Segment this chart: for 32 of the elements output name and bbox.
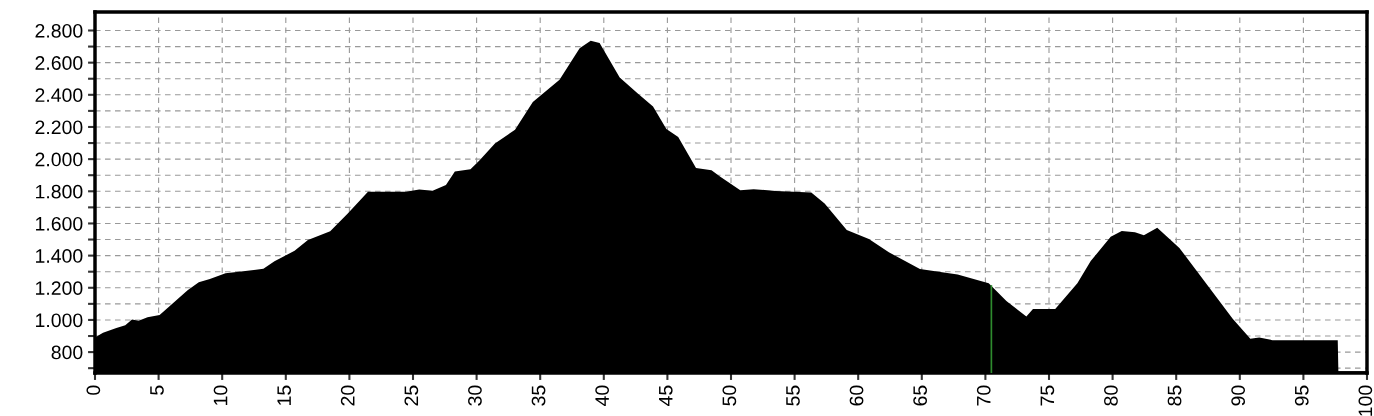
x-tick-label: 95 xyxy=(1294,385,1309,406)
y-tick-label: 2.800 xyxy=(35,23,83,38)
x-tick-label: 35 xyxy=(531,385,546,406)
x-tick-label: 55 xyxy=(786,385,800,406)
x-tick-label: 10 xyxy=(213,385,228,405)
x-tick-label: 30 xyxy=(468,385,482,406)
y-tick-label: 2.000 xyxy=(35,152,83,167)
y-tick-label: 2.200 xyxy=(35,120,83,135)
y-tick-label: 1.200 xyxy=(36,281,83,296)
x-tick-label: 100 xyxy=(1358,385,1373,416)
y-tick-label: 1.400 xyxy=(36,249,83,263)
x-tick-label: 20 xyxy=(340,385,355,406)
x-tick-label: 5 xyxy=(150,385,164,395)
y-tick-label: 2.600 xyxy=(35,56,83,70)
x-tick-label: 65 xyxy=(913,385,928,406)
y-tick-label: 1.800 xyxy=(36,184,83,199)
y-tick-label: 1.600 xyxy=(36,216,83,231)
x-tick-label: 0 xyxy=(86,385,101,395)
x-tick-label: 60 xyxy=(849,385,864,406)
x-tick-label: 85 xyxy=(1167,385,1182,406)
y-tick-label: 2.400 xyxy=(35,88,83,103)
x-tick-label: 50 xyxy=(722,385,737,406)
x-tick-label: 45 xyxy=(659,385,673,406)
x-tick-label: 80 xyxy=(1104,385,1118,406)
x-tick-label: 25 xyxy=(404,385,419,406)
y-tick-label: 1.000 xyxy=(36,313,83,328)
x-tick-label: 90 xyxy=(1231,385,1246,406)
y-tick-label: 800 xyxy=(51,345,83,360)
x-tick-label: 15 xyxy=(277,385,292,405)
x-tick-label: 70 xyxy=(976,385,991,406)
x-tick-label: 75 xyxy=(1040,385,1055,406)
x-tick-label: 40 xyxy=(595,385,610,406)
